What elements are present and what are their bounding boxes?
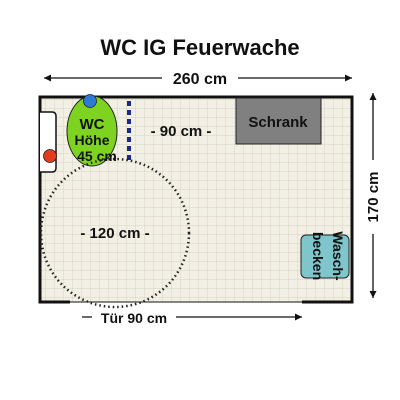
page-title: WC IG Feuerwache [100,35,299,60]
waschbecken: Wasch- becken [300,231,350,281]
width-label: 260 cm [173,71,227,88]
flush-button[interactable] [83,94,97,108]
turning-circle: - 120 cm - [39,157,191,309]
waschbecken-label-1: Wasch- [330,231,346,281]
height-dimension: 170 cm [364,93,382,298]
waschbecken-label-2: becken [310,232,326,280]
wc-toilet: WC Höhe 45 cm [66,95,118,167]
height-label: 170 cm [365,172,382,223]
alarm-button[interactable] [43,149,57,163]
turning-circle-label: - 120 cm - [80,225,149,242]
door-dimension: Tür 90 cm [82,310,302,326]
width-dimension: 260 cm [44,70,352,88]
schrank-label: Schrank [248,114,308,131]
corner-basin [40,111,57,173]
side-clearance-label: - 90 cm - [151,123,212,140]
wc-height-label: Höhe [75,132,110,148]
door-label: Tür 90 cm [101,310,167,326]
wc-label: WC [80,116,105,133]
schrank-cabinet: Schrank [235,97,322,145]
wc-height-value: 45 cm [77,148,117,164]
